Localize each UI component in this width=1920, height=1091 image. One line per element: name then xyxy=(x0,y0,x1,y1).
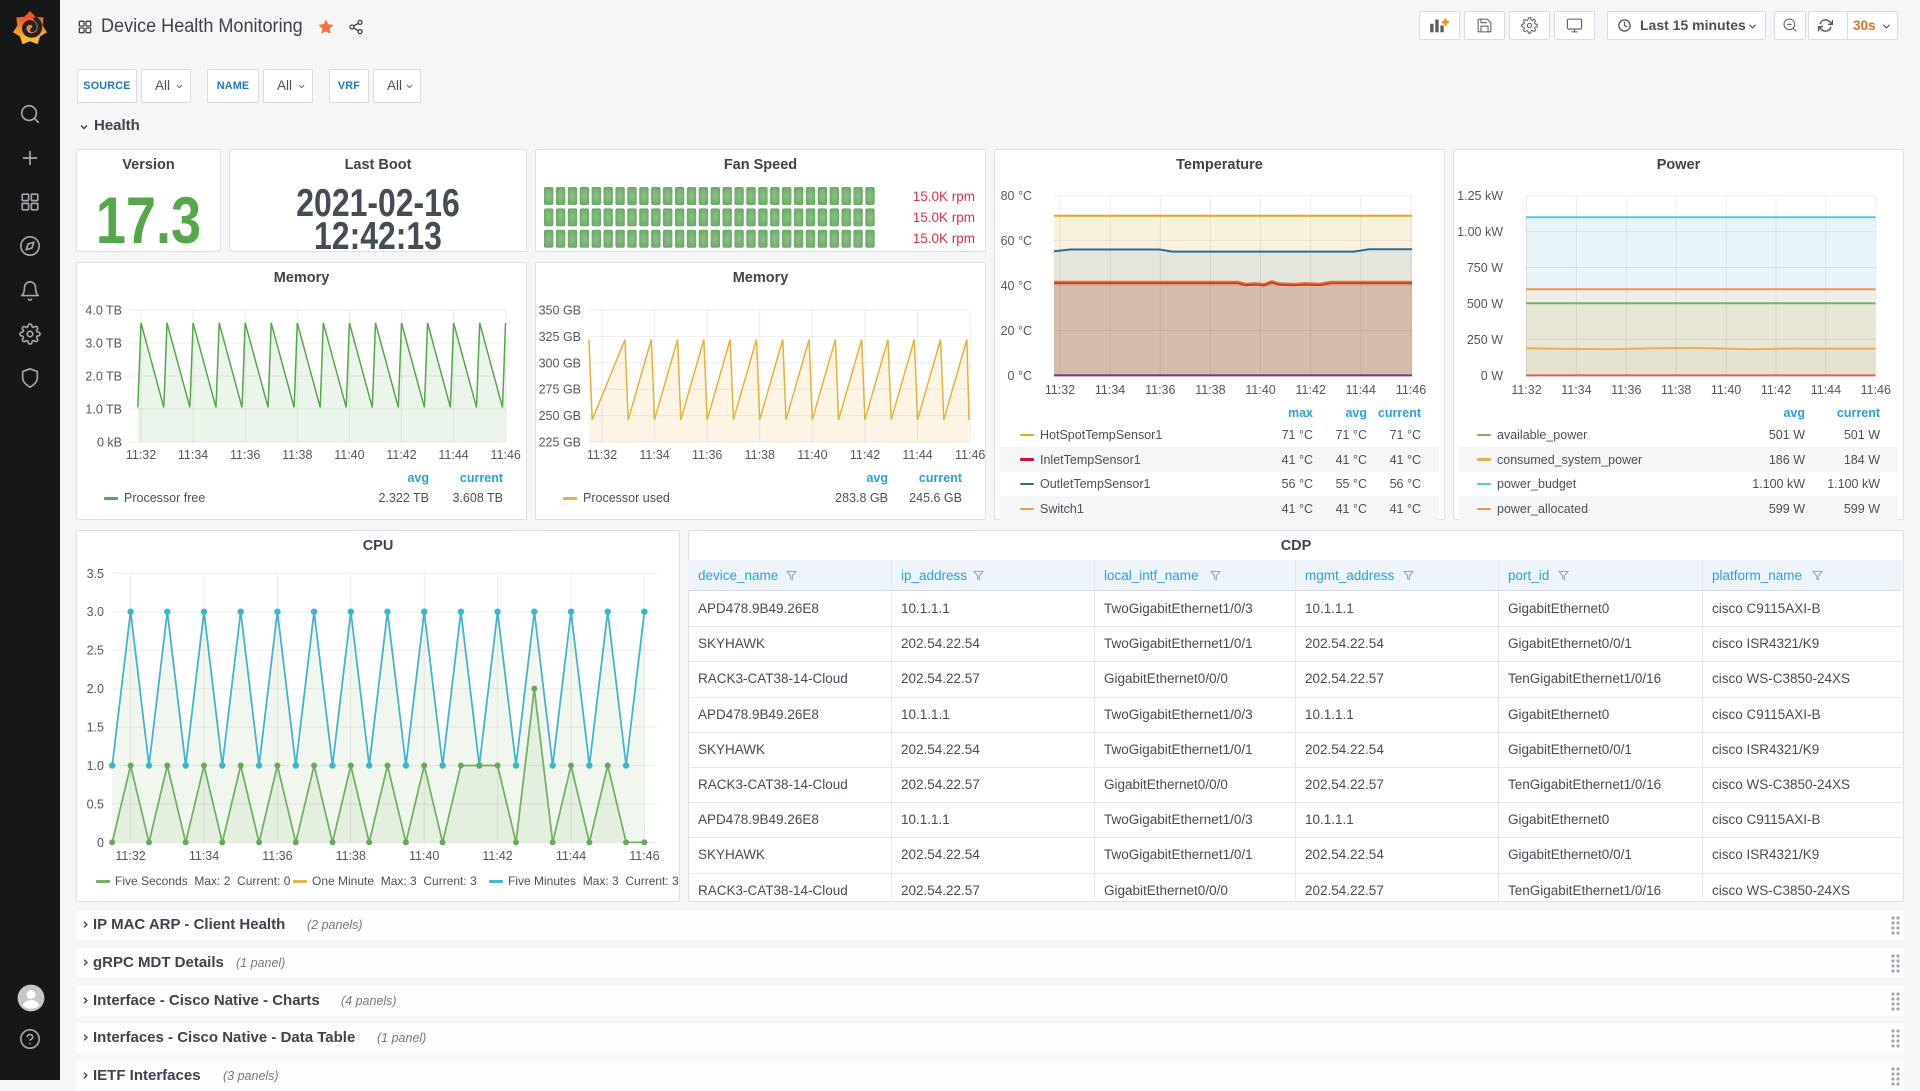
svg-text:11:40: 11:40 xyxy=(409,849,439,863)
svg-text:0 kB: 0 kB xyxy=(97,436,122,450)
svg-text:1.00 kW: 1.00 kW xyxy=(1457,225,1503,239)
svg-text:11:46: 11:46 xyxy=(955,448,985,462)
svg-text:60 °C: 60 °C xyxy=(1001,234,1032,248)
svg-text:11:42: 11:42 xyxy=(1296,383,1326,397)
svg-text:2.0 TB: 2.0 TB xyxy=(85,370,122,384)
svg-text:11:32: 11:32 xyxy=(587,448,617,462)
svg-text:11:42: 11:42 xyxy=(482,849,512,863)
svg-text:11:38: 11:38 xyxy=(745,448,775,462)
svg-text:11:44: 11:44 xyxy=(902,448,932,462)
svg-text:11:40: 11:40 xyxy=(1245,383,1275,397)
svg-text:11:42: 11:42 xyxy=(386,448,416,462)
svg-text:11:32: 11:32 xyxy=(1045,383,1075,397)
svg-text:0 W: 0 W xyxy=(1481,369,1503,383)
svg-text:250 GB: 250 GB xyxy=(539,409,581,423)
svg-text:11:46: 11:46 xyxy=(1861,383,1891,397)
svg-text:275 GB: 275 GB xyxy=(539,383,581,397)
svg-text:11:34: 11:34 xyxy=(1561,383,1591,397)
svg-text:2.0: 2.0 xyxy=(87,682,104,696)
svg-text:11:38: 11:38 xyxy=(1661,383,1691,397)
svg-text:11:40: 11:40 xyxy=(334,448,364,462)
svg-text:0 °C: 0 °C xyxy=(1008,369,1032,383)
svg-text:4.0 TB: 4.0 TB xyxy=(85,304,122,318)
svg-text:11:44: 11:44 xyxy=(556,849,586,863)
svg-text:250 W: 250 W xyxy=(1467,333,1503,347)
svg-text:300 GB: 300 GB xyxy=(539,356,581,370)
svg-text:11:38: 11:38 xyxy=(336,849,366,863)
svg-text:1.5: 1.5 xyxy=(87,721,104,735)
svg-text:225 GB: 225 GB xyxy=(539,436,581,450)
svg-text:11:40: 11:40 xyxy=(1711,383,1741,397)
svg-text:11:42: 11:42 xyxy=(850,448,880,462)
svg-text:11:42: 11:42 xyxy=(1761,383,1791,397)
svg-text:11:36: 11:36 xyxy=(262,849,292,863)
svg-text:3.0: 3.0 xyxy=(87,605,104,619)
svg-text:0: 0 xyxy=(97,836,104,850)
svg-text:40 °C: 40 °C xyxy=(1001,279,1032,293)
svg-text:350 GB: 350 GB xyxy=(539,304,581,318)
svg-text:11:34: 11:34 xyxy=(1095,383,1125,397)
svg-text:11:36: 11:36 xyxy=(230,448,260,462)
svg-text:500 W: 500 W xyxy=(1467,297,1503,311)
svg-text:1.25 kW: 1.25 kW xyxy=(1457,189,1503,203)
svg-text:11:36: 11:36 xyxy=(692,448,722,462)
svg-text:3.5: 3.5 xyxy=(87,567,104,581)
svg-text:750 W: 750 W xyxy=(1467,261,1503,275)
svg-text:80 °C: 80 °C xyxy=(1001,189,1032,203)
svg-text:0.5: 0.5 xyxy=(87,798,104,812)
svg-text:11:36: 11:36 xyxy=(1611,383,1641,397)
svg-text:2.5: 2.5 xyxy=(87,644,104,658)
svg-text:1.0: 1.0 xyxy=(87,759,104,773)
svg-text:11:32: 11:32 xyxy=(126,448,156,462)
svg-text:1.0 TB: 1.0 TB xyxy=(85,403,122,417)
svg-text:3.0 TB: 3.0 TB xyxy=(85,337,122,351)
svg-text:11:34: 11:34 xyxy=(639,448,669,462)
svg-text:11:44: 11:44 xyxy=(1346,383,1376,397)
svg-text:11:46: 11:46 xyxy=(629,849,659,863)
svg-text:11:46: 11:46 xyxy=(491,448,521,462)
svg-text:11:44: 11:44 xyxy=(438,448,468,462)
svg-text:20 °C: 20 °C xyxy=(1001,324,1032,338)
svg-text:11:40: 11:40 xyxy=(797,448,827,462)
svg-text:11:34: 11:34 xyxy=(178,448,208,462)
svg-text:11:36: 11:36 xyxy=(1145,383,1175,397)
svg-text:11:34: 11:34 xyxy=(189,849,219,863)
svg-text:11:32: 11:32 xyxy=(1511,383,1541,397)
svg-text:11:32: 11:32 xyxy=(115,849,145,863)
svg-text:11:38: 11:38 xyxy=(1195,383,1225,397)
svg-text:11:38: 11:38 xyxy=(282,448,312,462)
svg-text:325 GB: 325 GB xyxy=(539,330,581,344)
svg-text:11:46: 11:46 xyxy=(1396,383,1426,397)
svg-text:11:44: 11:44 xyxy=(1811,383,1841,397)
